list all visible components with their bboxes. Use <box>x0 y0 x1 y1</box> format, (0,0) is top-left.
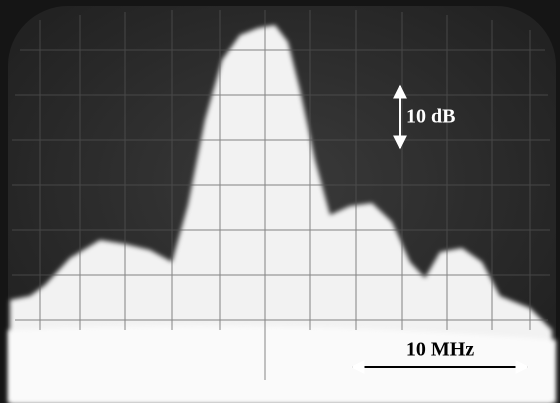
page: {"annotations": {"vertical_scale": "10 d… <box>0 0 560 403</box>
spectrum-photo: 10 dB 10 MHz <box>0 0 560 403</box>
horizontal-scale-label: 10 MHz <box>406 339 474 361</box>
vertical-scale-label: 10 dB <box>406 106 455 128</box>
baseline-glow <box>8 326 556 403</box>
